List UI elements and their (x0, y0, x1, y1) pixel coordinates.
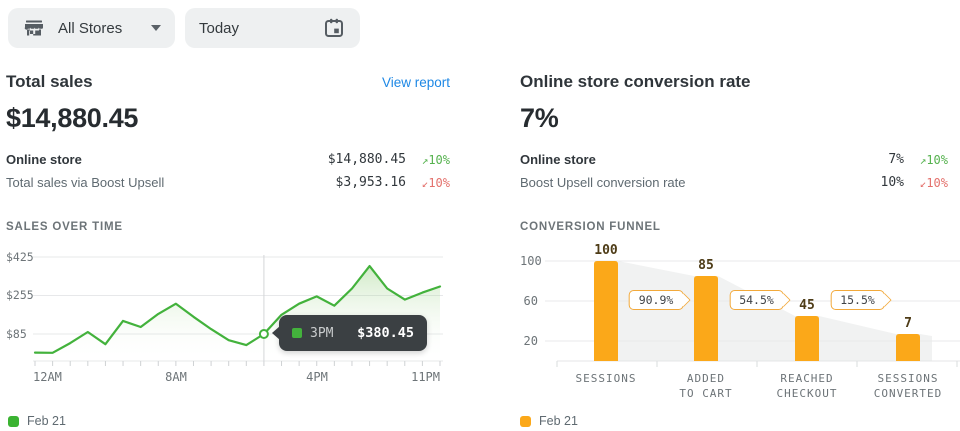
conversion-rate-panel: Online store conversion rate 7% Online s… (520, 72, 960, 411)
view-report-link[interactable]: View report (381, 75, 450, 90)
y-axis-label: 100 (520, 254, 542, 268)
funnel-bar-plot: 100 85 45 7 (545, 243, 960, 367)
total-sales-value: $14,880.45 (6, 103, 139, 133)
bar-value-label: 100 (594, 243, 618, 258)
row-value: 7% (888, 152, 904, 167)
conversion-rate-title: Online store conversion rate (520, 72, 751, 91)
x-axis-label: 12AM (33, 370, 62, 384)
store-selector-label: All Stores (58, 19, 123, 37)
calendar-icon (325, 18, 343, 37)
total-sales-panel: Total sales View report $14,880.45 Onlin… (6, 72, 450, 411)
row-change: ↙10% (421, 175, 450, 190)
y-axis-label: $85 (6, 327, 27, 341)
tooltip-time: 3PM (310, 325, 334, 341)
date-selector-label: Today (199, 19, 240, 37)
chevron-down-icon (151, 25, 161, 31)
funnel-category-label: REACHED CHECKOUT (776, 372, 838, 400)
row-value: 10% (880, 175, 904, 190)
conversion-funnel-title: CONVERSION FUNNEL (520, 221, 661, 233)
sales-over-time-chart: $425 $255 $85 12AM 8AM 4PM 11PM 3PM $380… (6, 243, 450, 411)
sales-row-boost-upsell: Total sales via Boost Upsell $3,953.16 ↙… (6, 171, 450, 194)
legend-swatch-green (8, 415, 19, 427)
row-change: ↗10% (919, 152, 948, 167)
funnel-bar[interactable] (594, 261, 618, 361)
date-selector-button[interactable]: Today (185, 8, 360, 48)
bar-value-label: 85 (698, 258, 714, 273)
tooltip-series-swatch (292, 328, 302, 338)
row-change: ↙10% (919, 175, 948, 190)
row-label: Online store (6, 152, 82, 167)
trend-up-icon: ↗ (421, 153, 429, 167)
y-axis-label: $255 (6, 288, 34, 302)
row-label: Online store (520, 152, 596, 167)
storefront-icon (24, 20, 43, 36)
funnel-bar[interactable] (896, 334, 920, 361)
trend-down-icon: ↙ (919, 176, 927, 190)
legend-label: Feb 21 (539, 414, 578, 428)
x-axis-label: 11PM (411, 370, 440, 384)
tooltip-value: $380.45 (357, 325, 414, 341)
legend-label: Feb 21 (27, 414, 66, 428)
funnel-category-label: SESSIONS CONVERTED (873, 372, 943, 400)
row-change: ↗10% (421, 152, 450, 167)
sales-over-time-title: SALES OVER TIME (6, 221, 123, 233)
y-axis-label: $425 (6, 250, 34, 264)
trend-up-icon: ↗ (919, 153, 927, 167)
total-sales-title: Total sales (6, 72, 93, 91)
conversion-rate-badge: 90.9% (628, 290, 684, 310)
bar-value-label: 7 (904, 316, 912, 331)
x-axis-label: 4PM (306, 370, 328, 384)
legend-swatch-orange (520, 415, 531, 427)
x-axis-label: 8AM (165, 370, 187, 384)
trend-down-icon: ↙ (421, 176, 429, 190)
conversion-rate-value: 7% (520, 103, 559, 133)
funnel-legend: Feb 21 (520, 414, 578, 428)
funnel-category-label: ADDED TO CART (679, 372, 733, 400)
row-label: Total sales via Boost Upsell (6, 175, 165, 190)
row-label: Boost Upsell conversion rate (520, 175, 686, 190)
bar-value-label: 45 (799, 298, 815, 313)
store-selector-button[interactable]: All Stores (8, 8, 175, 48)
conversion-row-boost-upsell: Boost Upsell conversion rate 10% ↙10% (520, 171, 960, 194)
sales-row-online-store: Online store $14,880.45 ↗10% (6, 148, 450, 171)
conversion-rate-badge: 54.5% (729, 290, 784, 310)
y-axis-label: 60 (523, 294, 538, 308)
sales-line-plot (33, 255, 443, 366)
y-axis-label: 20 (523, 334, 538, 348)
funnel-category-label: SESSIONS (575, 372, 637, 385)
chart-tooltip: 3PM $380.45 (272, 315, 427, 351)
funnel-bar[interactable] (694, 276, 718, 361)
sales-legend: Feb 21 (8, 414, 66, 428)
row-value: $14,880.45 (327, 152, 406, 167)
funnel-bar[interactable] (795, 316, 819, 361)
conversion-rate-badge: 15.5% (830, 290, 885, 310)
conversion-row-online-store: Online store 7% ↗10% (520, 148, 960, 171)
conversion-funnel-chart: 100 60 20 100 85 45 7 SESSIONS ADDED TO CART… (520, 243, 960, 411)
row-value: $3,953.16 (335, 175, 406, 190)
